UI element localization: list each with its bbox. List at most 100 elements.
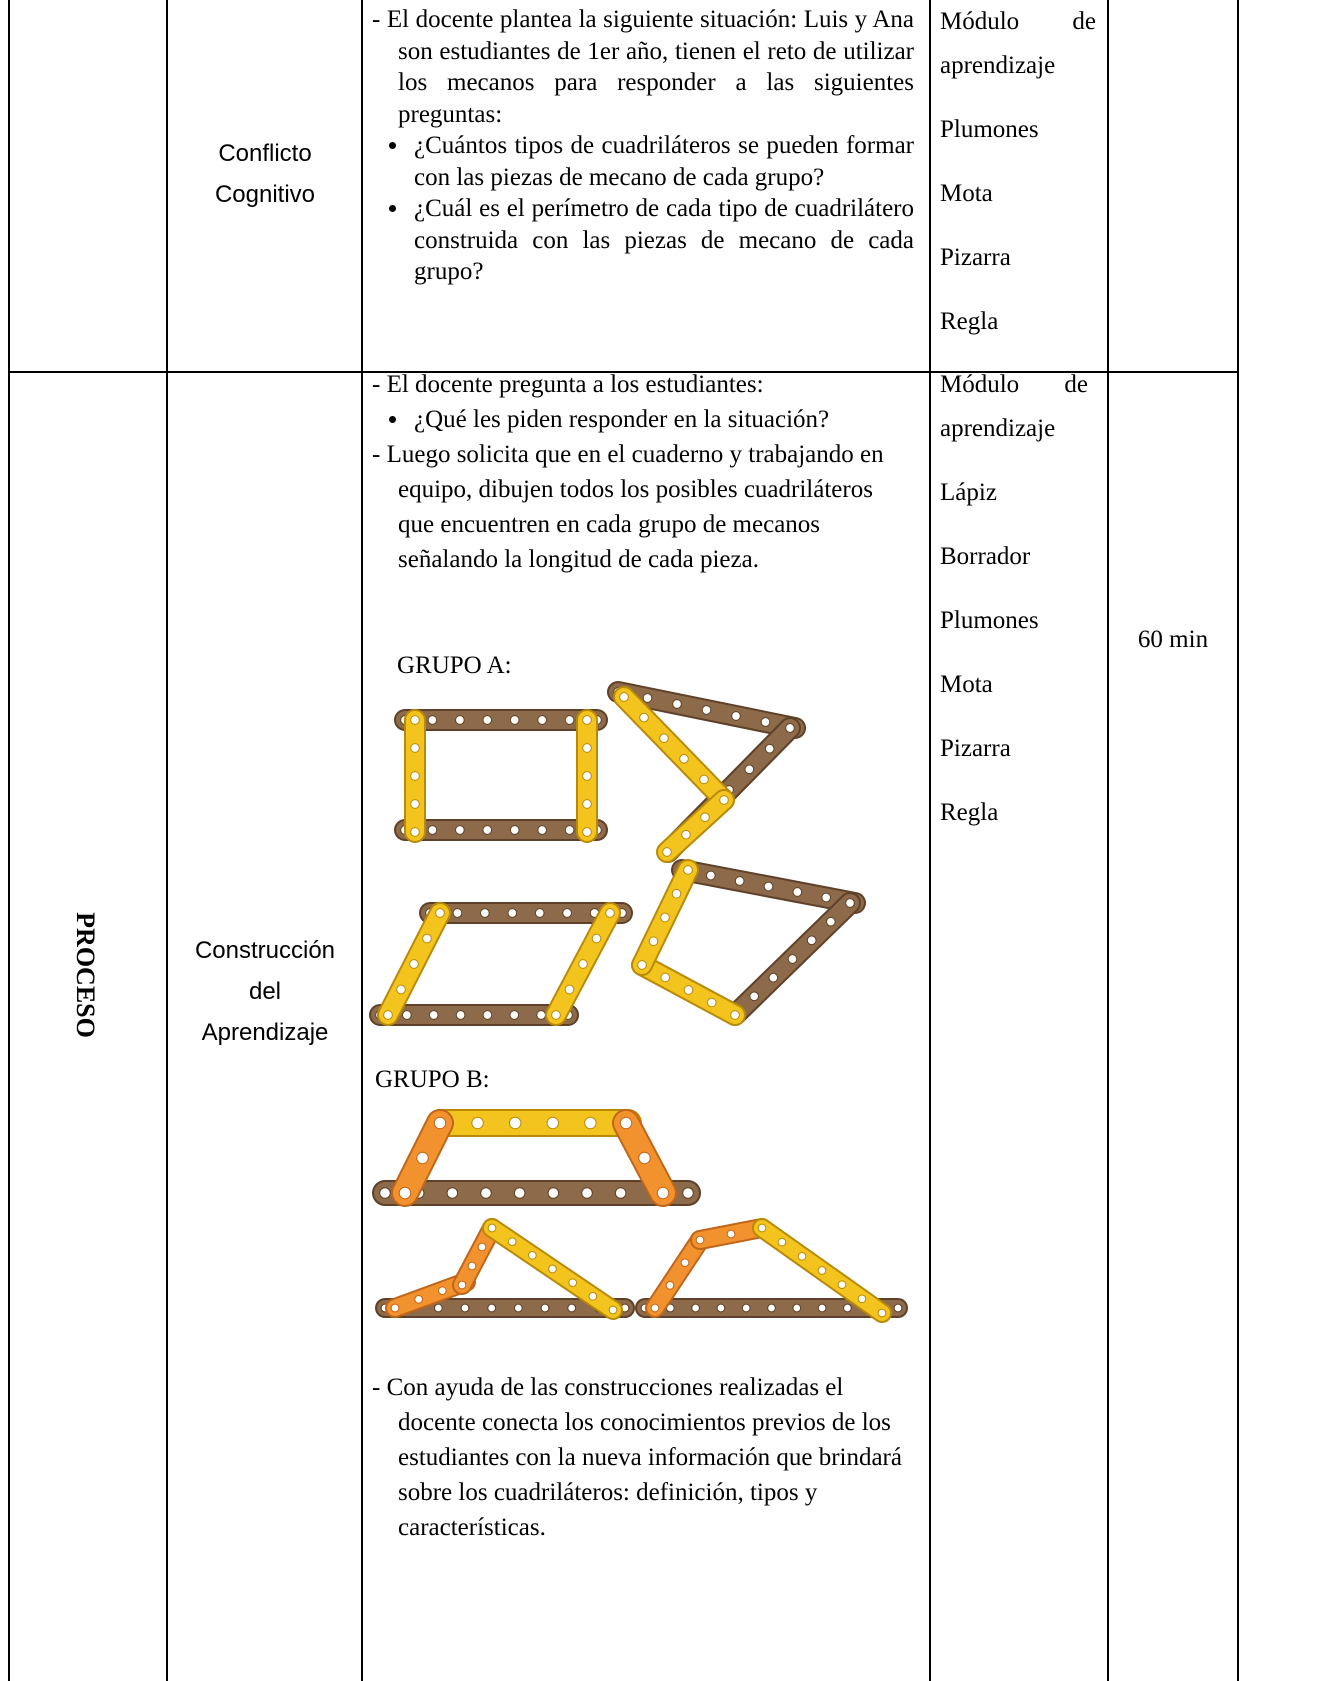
hole	[680, 1258, 690, 1268]
hole	[843, 1303, 852, 1313]
resource: Módulo de aprendizaje	[940, 371, 1088, 442]
hole	[605, 908, 615, 918]
resources: Módulo de aprendizaje Lápiz Borrador Plu…	[940, 363, 1088, 855]
hole	[564, 825, 575, 835]
paragraph: - El docente pregunta a los estudiantes:	[372, 371, 764, 398]
hole	[665, 1280, 675, 1290]
hole	[477, 1242, 487, 1252]
hole	[564, 715, 575, 725]
hole	[383, 1010, 393, 1020]
paragraph: - El docente plantea la siguiente situac…	[372, 6, 914, 128]
hole	[785, 723, 795, 733]
hole	[433, 1303, 443, 1313]
hole	[416, 1151, 429, 1165]
hole	[487, 1303, 497, 1313]
hole	[877, 1308, 887, 1318]
hole	[826, 916, 836, 927]
hole	[741, 1303, 751, 1313]
hole	[410, 715, 420, 725]
hole	[414, 1294, 424, 1304]
hole	[410, 743, 420, 753]
hole	[427, 715, 438, 725]
hole	[806, 935, 817, 946]
hole	[534, 908, 545, 918]
hole	[584, 1116, 597, 1130]
resource: Pizarra	[940, 244, 1011, 271]
hole	[547, 1187, 560, 1199]
hole	[588, 1291, 598, 1301]
hole	[763, 881, 774, 892]
strategy: - El docente pregunta a los estudiantes:…	[372, 367, 912, 577]
hole	[662, 847, 672, 857]
hole	[428, 1010, 439, 1020]
hole	[536, 1010, 546, 1020]
hole	[551, 1010, 561, 1020]
hole	[482, 825, 493, 835]
resource: Plumones	[940, 116, 1039, 143]
hole	[792, 887, 803, 897]
hole	[719, 795, 729, 805]
hole	[699, 774, 709, 785]
hole	[482, 715, 493, 725]
hole	[817, 1303, 827, 1313]
hole	[390, 1303, 400, 1313]
hole	[695, 1235, 705, 1245]
hole	[427, 825, 438, 835]
hole	[409, 959, 419, 969]
hole	[660, 972, 671, 983]
hole	[527, 1250, 537, 1260]
hole	[749, 991, 759, 1002]
hole	[546, 1116, 560, 1130]
hole	[509, 825, 520, 835]
hole	[681, 829, 691, 840]
hole	[639, 712, 649, 723]
bullet-list: ¿Cuántos tipos de cuadriláteros se puede…	[372, 130, 914, 288]
resource: Mota	[940, 671, 993, 698]
hole	[562, 908, 572, 918]
hole	[471, 1116, 484, 1130]
hole	[731, 711, 741, 721]
hole	[548, 1264, 557, 1274]
hole	[760, 717, 771, 727]
hole	[410, 827, 420, 837]
hole	[642, 693, 653, 703]
border	[8, 371, 1239, 373]
paragraph: - Luego solicita que en el cuaderno y tr…	[372, 441, 884, 573]
hole	[508, 1116, 522, 1130]
hole	[537, 825, 547, 835]
bullet: ¿Qué les piden responder en la situación…	[410, 402, 912, 437]
hole	[582, 799, 592, 809]
hole	[726, 1229, 736, 1239]
resource: Pizarra	[940, 735, 1011, 762]
border	[361, 0, 363, 1681]
hole	[619, 1116, 633, 1130]
hole	[608, 1305, 618, 1315]
hole	[706, 870, 716, 881]
hole	[480, 908, 490, 918]
hole	[744, 764, 755, 775]
hole	[398, 1186, 412, 1200]
hole	[582, 771, 592, 781]
hole	[787, 954, 798, 964]
resource: Módulo de aprendizaje	[940, 8, 1096, 79]
hole	[487, 1223, 497, 1233]
hole	[433, 1116, 447, 1130]
hole	[614, 1187, 627, 1199]
moment: Construcción del Aprendizaje	[194, 937, 336, 1046]
hole	[422, 933, 432, 944]
hole	[455, 715, 465, 725]
hole	[734, 876, 745, 886]
hole	[706, 997, 717, 1008]
hole	[480, 1187, 492, 1199]
resource: Lápiz	[940, 479, 997, 506]
strategy: - El docente plantea la siguiente situac…	[372, 4, 914, 288]
figure-label: GRUPO A:	[397, 652, 512, 679]
figure-label: GRUPO B:	[375, 1066, 490, 1093]
resource: Borrador	[940, 543, 1031, 570]
hole	[845, 898, 855, 908]
hole	[568, 1278, 578, 1288]
hole	[777, 1237, 787, 1247]
hole	[507, 908, 518, 918]
hole	[452, 908, 463, 918]
